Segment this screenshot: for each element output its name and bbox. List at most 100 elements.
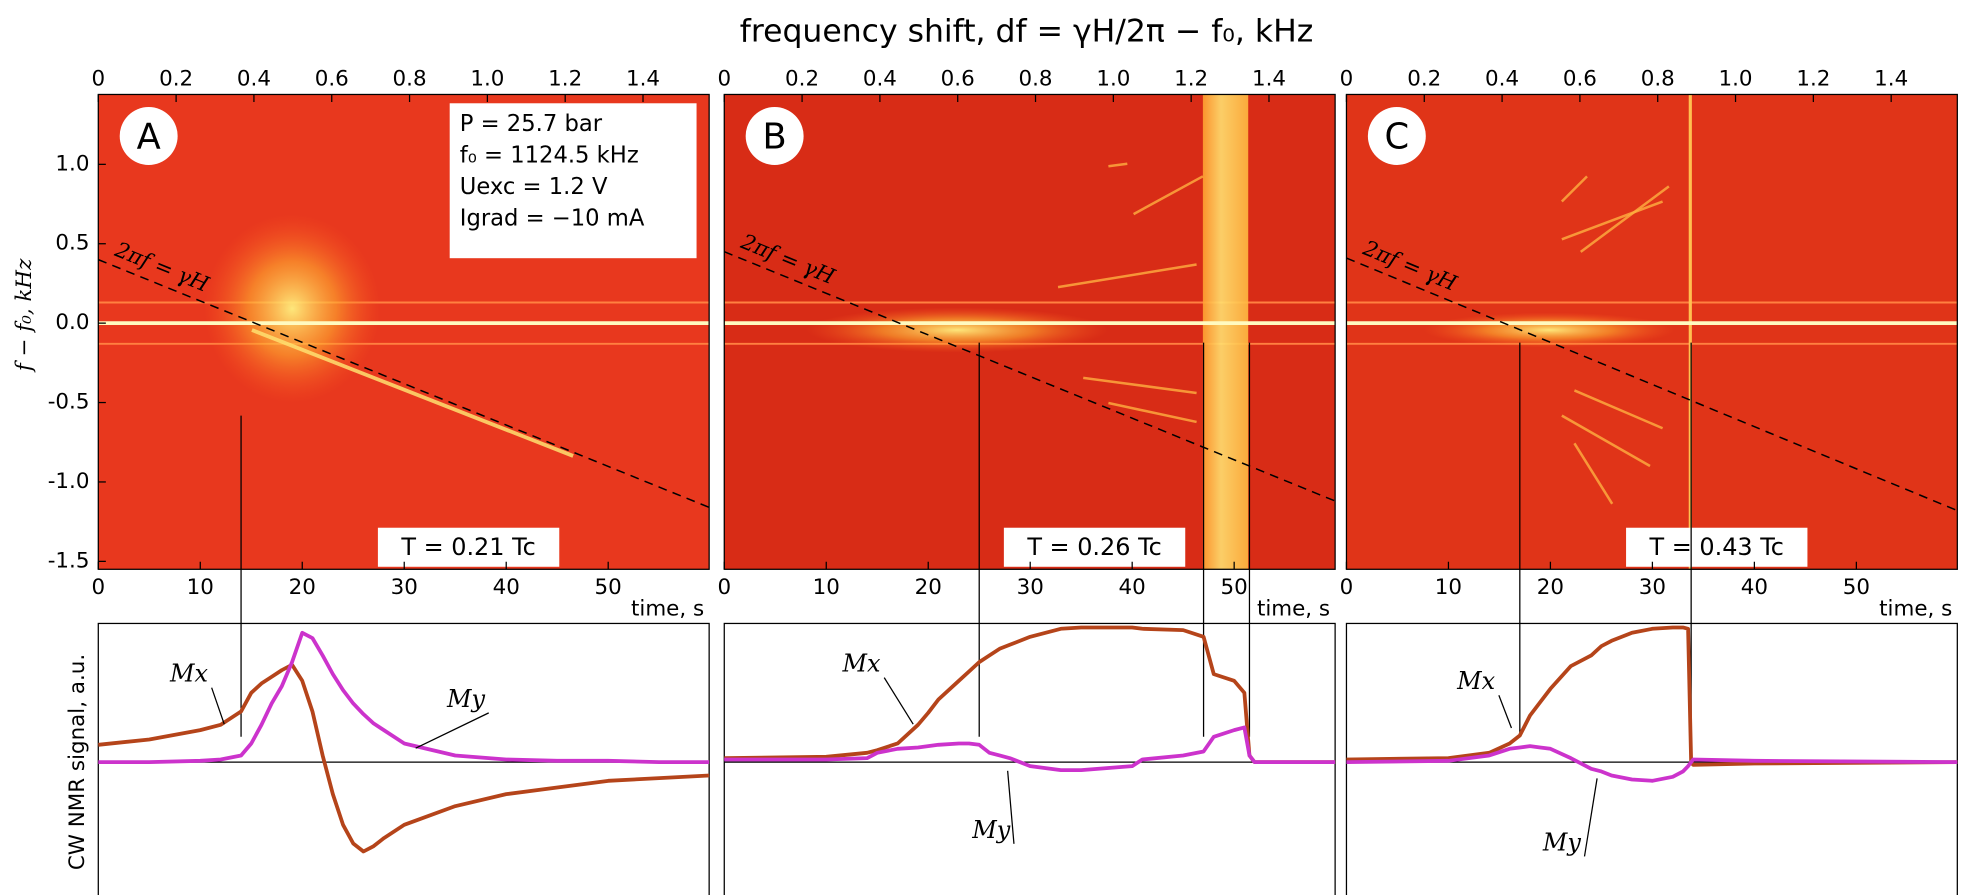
x2-tick-label: 1.4 bbox=[1874, 66, 1908, 91]
spectral-streak bbox=[1560, 175, 1588, 203]
label-leader bbox=[883, 677, 914, 725]
x2-tick-label: 0 bbox=[91, 66, 105, 91]
panel-badge bbox=[745, 107, 804, 165]
spectral-streak bbox=[1561, 414, 1651, 468]
info-text: f₀ = 1124.5 kHz bbox=[460, 143, 639, 169]
info-box bbox=[449, 103, 697, 259]
xlabel-bg bbox=[1240, 595, 1342, 624]
legend-label: My bbox=[971, 816, 1010, 844]
x-axis-title: time, s bbox=[1257, 597, 1330, 622]
signal-line bbox=[724, 725, 1336, 773]
x-axis-title: time, s bbox=[631, 597, 704, 622]
x-tick-label: 30 bbox=[391, 575, 418, 600]
resonance-line bbox=[1346, 257, 1958, 512]
x-tick-label: 10 bbox=[187, 575, 214, 600]
x-tick-label: 30 bbox=[1639, 575, 1666, 600]
signal-line bbox=[98, 630, 710, 765]
spectral-streak bbox=[1573, 442, 1614, 505]
resonance-line bbox=[98, 258, 710, 509]
info-text: P = 25.7 bar bbox=[460, 111, 603, 137]
y-axis-title: f − f₀, kHz bbox=[12, 258, 37, 373]
x2-tick-label: 0.6 bbox=[315, 66, 349, 91]
panel-badge bbox=[1367, 107, 1426, 165]
legend-label: My bbox=[1542, 828, 1581, 856]
x2-tick-label: 0.2 bbox=[1407, 66, 1441, 91]
x-axis-title: time, s bbox=[1879, 597, 1952, 622]
x2-tick-label: 1.4 bbox=[1252, 66, 1286, 91]
x2-tick-label: 0.4 bbox=[237, 66, 271, 91]
x-tick-label: 0 bbox=[91, 575, 105, 600]
label-leader bbox=[1007, 770, 1015, 844]
x2-tick-label: 0.4 bbox=[1485, 66, 1519, 91]
signal-line bbox=[724, 625, 1336, 765]
x2-tick-label: 0.2 bbox=[159, 66, 193, 91]
x2-tick-label: 0.8 bbox=[1641, 66, 1675, 91]
legend-label: Mx bbox=[169, 660, 208, 688]
label-leader bbox=[1498, 695, 1513, 729]
y-tick-label: 1.0 bbox=[55, 151, 89, 176]
figure-title: frequency shift, df = γH/2π − f₀, kHz bbox=[740, 14, 1314, 50]
x2-tick-label: 0 bbox=[1340, 66, 1354, 91]
temperature-label: T = 0.21 Tc bbox=[400, 533, 535, 561]
spectral-streak bbox=[1057, 263, 1197, 289]
legend-label: Mx bbox=[1456, 667, 1495, 695]
x-tick-label: 20 bbox=[289, 575, 316, 600]
x2-tick-label: 1.0 bbox=[1719, 66, 1753, 91]
temperature-label: T = 0.43 Tc bbox=[1649, 533, 1784, 561]
x-tick-label: 30 bbox=[1017, 575, 1044, 600]
signal-line bbox=[1346, 744, 1958, 783]
temperature-label: T = 0.26 Tc bbox=[1026, 533, 1161, 561]
spectral-glow bbox=[1423, 312, 1676, 348]
spectral-streak bbox=[1561, 200, 1664, 241]
x2-tick-label: 1.0 bbox=[470, 66, 504, 91]
x2-tick-label: 0.2 bbox=[785, 66, 819, 91]
y-tick-label: 0.5 bbox=[55, 231, 89, 256]
x-tick-label: 10 bbox=[813, 575, 840, 600]
panel-label: C bbox=[1385, 117, 1410, 158]
x-tick-label: 40 bbox=[493, 575, 520, 600]
x-tick-label: 40 bbox=[1741, 575, 1768, 600]
spectral-band bbox=[1202, 94, 1249, 570]
xlabel-bg bbox=[614, 595, 716, 624]
x2-tick-label: 1.2 bbox=[548, 66, 582, 91]
resonance-line bbox=[723, 250, 1336, 502]
temperature-box bbox=[1626, 527, 1808, 567]
x2-tick-label: 0.8 bbox=[393, 66, 427, 91]
x2-tick-label: 0 bbox=[717, 66, 731, 91]
info-text: Uexc = 1.2 V bbox=[460, 174, 608, 200]
info-text: Igrad = −10 mA bbox=[460, 206, 645, 232]
x2-tick-label: 1.2 bbox=[1796, 66, 1830, 91]
x2-tick-label: 0.6 bbox=[941, 66, 975, 91]
label-leader bbox=[1583, 778, 1598, 857]
y-tick-label: -0.5 bbox=[48, 390, 90, 415]
x2-tick-label: 1.0 bbox=[1096, 66, 1130, 91]
spectral-streak bbox=[1108, 401, 1197, 424]
y-axis-title: CW NMR signal, a.u. bbox=[65, 654, 90, 870]
spectral-streak bbox=[251, 328, 574, 458]
panel-badge bbox=[119, 107, 178, 165]
y-tick-label: -1.0 bbox=[48, 469, 90, 494]
signal-line bbox=[98, 662, 710, 854]
panel-label: A bbox=[137, 117, 161, 158]
x-tick-label: 20 bbox=[1537, 575, 1564, 600]
x2-tick-label: 1.2 bbox=[1174, 66, 1208, 91]
spectral-glow bbox=[806, 307, 1109, 353]
x2-tick-label: 0.4 bbox=[863, 66, 897, 91]
x2-tick-label: 0.8 bbox=[1019, 66, 1053, 91]
legend-label: Mx bbox=[842, 650, 881, 678]
spectral-streak bbox=[1132, 175, 1204, 216]
x2-tick-label: 1.4 bbox=[626, 66, 660, 91]
spectral-streak bbox=[1573, 389, 1664, 430]
spectral-streak bbox=[1579, 185, 1670, 253]
temperature-box bbox=[1003, 527, 1186, 567]
x-tick-label: 20 bbox=[915, 575, 942, 600]
signal-line bbox=[1346, 625, 1958, 767]
x-tick-label: 10 bbox=[1435, 575, 1462, 600]
y-tick-label: 0.0 bbox=[55, 310, 89, 335]
temperature-box bbox=[377, 527, 560, 567]
spectral-streak bbox=[1108, 162, 1128, 168]
